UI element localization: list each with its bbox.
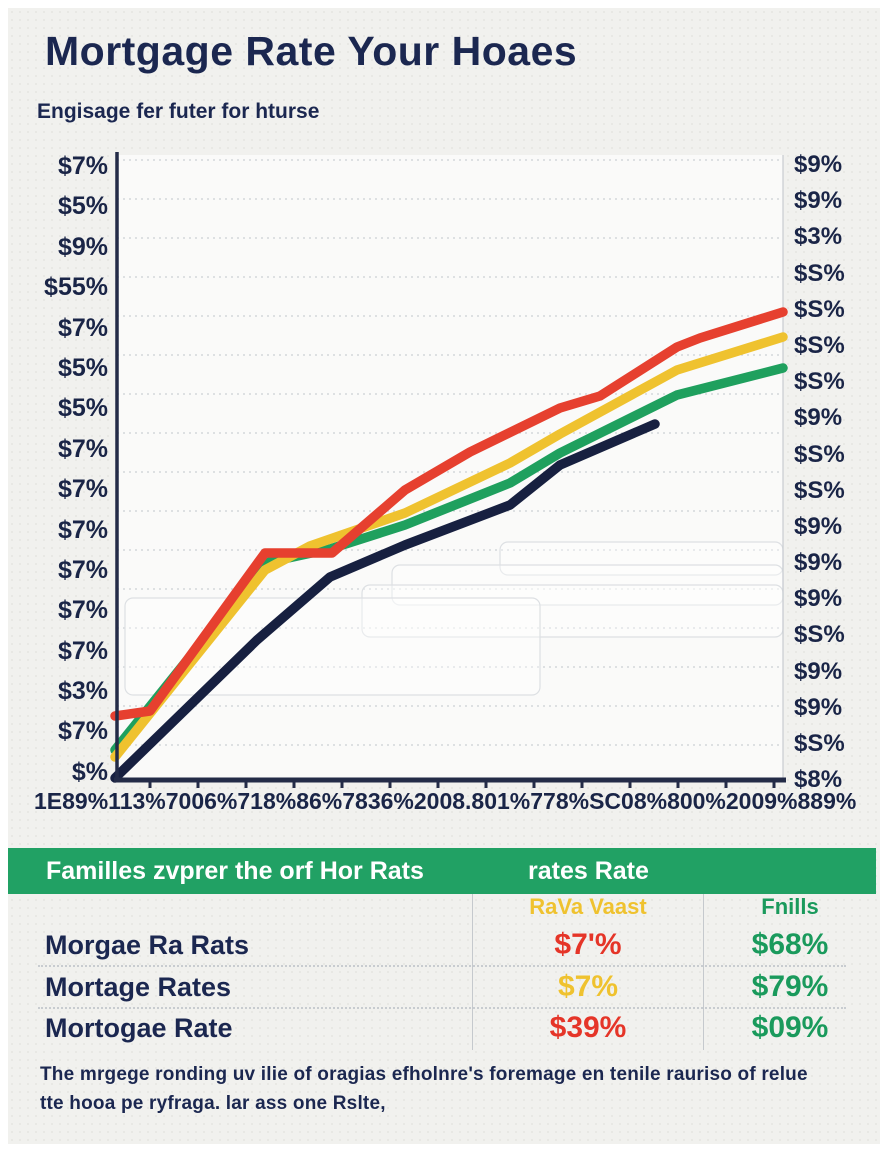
table-column-divider xyxy=(472,894,473,1050)
y-axis-left-tick-label: $7% xyxy=(57,515,108,544)
row-value-col2: $7'% xyxy=(554,928,622,961)
row-value-col3: $79% xyxy=(751,969,829,1003)
x-axis-tick-label: 778% xyxy=(530,788,590,814)
row-value-col3: $09% xyxy=(751,1011,829,1044)
y-axis-right-tick-label: $9% xyxy=(794,512,843,540)
footer-line-1: The mrgege ronding uv ilie of oragias ef… xyxy=(40,1064,808,1085)
y-axis-left-tick-label: $7% xyxy=(57,434,108,463)
x-axis-tick-label: 800% xyxy=(667,788,726,814)
subheader-rava-vaast: RaVa Vaast xyxy=(529,894,647,919)
page-subtitle: Engisage fer futer for hturse xyxy=(37,100,320,123)
x-axis-labels: 1E89% 113% 7006% 718% 86% 7836% 2008. 801% 778% S… xyxy=(34,788,856,815)
y-axis-left-tick-label: $5% xyxy=(57,192,108,221)
row-value-col2: $7% xyxy=(557,969,619,1003)
y-axis-right-labels: $9% $9% $3% $S% $S% $S% $S% $9% $S% $S% $9% $9% $9% $… xyxy=(794,147,884,798)
x-axis-tick-label: 86% xyxy=(296,788,343,814)
footer-line-2: tte hooa pe ryfraga. lar ass one Rslte, xyxy=(40,1093,386,1115)
row-label: Mortogae Rate xyxy=(45,1013,233,1043)
y-axis-left-tick-label: $7% xyxy=(57,717,108,746)
y-axis-right-tick-label: $S% xyxy=(794,368,845,396)
y-axis-left-tick-label: $7% xyxy=(57,475,108,504)
y-axis-right-tick-label: $9% xyxy=(794,549,843,577)
y-axis-right-tick-label: $S% xyxy=(794,331,845,359)
y-axis-right-tick-label: $3% xyxy=(794,223,843,251)
x-axis-tick-label: 2009% xyxy=(725,788,798,814)
y-axis-right-tick-label: $9% xyxy=(794,404,843,432)
y-axis-right-tick-label: $S% xyxy=(794,440,845,468)
x-axis-tick-label: 113% xyxy=(108,788,166,814)
y-axis-right-tick-label: $S% xyxy=(794,259,845,287)
x-axis-tick-label: 7006% xyxy=(165,788,238,814)
row-value-col3: $68% xyxy=(751,928,829,961)
x-axis-tick-label: 7836% xyxy=(342,788,414,814)
row-separator xyxy=(38,1006,846,1009)
x-axis-tick-label: 718% xyxy=(237,788,297,814)
y-axis-right-tick-label: $9% xyxy=(794,585,843,613)
y-axis-right-tick-label: $S% xyxy=(794,295,845,323)
y-axis-right-tick-label: $8% xyxy=(794,766,843,794)
x-axis-tick-label: 801% xyxy=(471,788,531,814)
row-label: Morgae Ra Rats xyxy=(45,930,250,960)
y-axis-left-tick-label: $55% xyxy=(44,273,108,302)
footer-note: The mrgege ronding uv ilie of oragias ef… xyxy=(40,1060,820,1119)
page-title: Mortgage Rate Your Hoaes xyxy=(45,28,578,74)
table-row: Mortogae Rate $39% $09% xyxy=(8,1009,876,1050)
table-header-left: Familles zvprer the orf Hor Rats xyxy=(46,856,424,885)
y-axis-left-tick-label: $9% xyxy=(57,232,108,261)
y-axis-left-tick-label: $7% xyxy=(57,152,108,180)
y-axis-left-tick-label: $7% xyxy=(57,555,108,584)
table-header-bar: Familles zvprer the orf Hor Rats rates R… xyxy=(8,848,876,894)
row-separator xyxy=(38,965,846,967)
y-axis-right-tick-label: $S% xyxy=(794,621,845,649)
table-row: Morgae Ra Rats $7'% $68% xyxy=(8,926,876,967)
y-axis-left-tick-label: $5% xyxy=(57,394,108,423)
y-axis-left-tick-label: $7% xyxy=(57,636,108,665)
row-label: Mortage Rates xyxy=(45,971,232,1002)
x-axis-tick-label: 889% xyxy=(797,788,857,814)
y-axis-right-tick-label: $9% xyxy=(794,657,843,685)
y-axis-left-tick-label: $5% xyxy=(57,353,108,382)
y-axis-right-tick-label: $9% xyxy=(794,693,843,721)
x-axis-tick-label: 2008. xyxy=(413,788,472,814)
table-header-right: rates Rate xyxy=(528,856,649,885)
x-axis-tick-label: SC08% xyxy=(589,788,668,814)
subheader-fnills: Fnills xyxy=(761,894,819,919)
y-axis-right-tick-label: $9% xyxy=(794,187,843,215)
rates-table: RaVa Vaast Fnills Morgae Ra Rats $7'% $68%… xyxy=(8,894,876,1050)
y-axis-left-tick-label: $3% xyxy=(57,677,108,706)
y-axis-right-tick-label: $S% xyxy=(794,730,845,757)
y-axis-left-tick-label: $7% xyxy=(57,313,108,342)
table-subheader-row: RaVa Vaast Fnills xyxy=(8,894,876,926)
y-axis-left-tick-label: $7% xyxy=(57,596,108,625)
y-axis-left-tick-label: $% xyxy=(71,757,108,786)
y-axis-right-tick-label: $S% xyxy=(794,476,845,504)
x-axis-tick-label: 1E89% xyxy=(34,788,109,814)
table-column-divider xyxy=(703,894,704,1050)
y-axis-right-tick-label: $9% xyxy=(794,151,843,178)
table-row: Mortage Rates $7% $79% xyxy=(8,968,876,1009)
y-axis-left-labels: $7% $5% $9% $55% $7% $5% $5% $7% $7% $7% $7% $7% $7%… xyxy=(0,146,108,792)
row-value-col2: $39% xyxy=(549,1011,627,1044)
